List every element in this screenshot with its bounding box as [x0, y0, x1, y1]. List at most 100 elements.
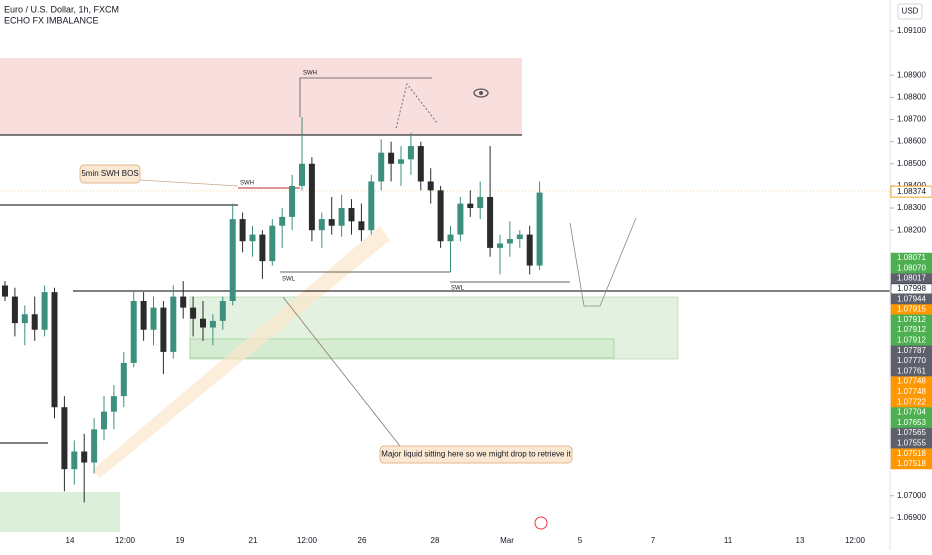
currency: USD [902, 7, 919, 16]
candle-body [2, 285, 8, 297]
price-tag [890, 355, 932, 367]
candle-body [11, 296, 18, 324]
price-tag [890, 448, 932, 459]
candle-body [368, 181, 375, 231]
price-tag [890, 396, 932, 408]
price-tag [890, 345, 932, 356]
candle-body [150, 307, 157, 330]
x-tick-label: 7 [651, 536, 656, 545]
price-tag-label: 1.07748 [897, 387, 926, 396]
candle-body [101, 411, 107, 430]
price-tag [890, 335, 932, 346]
candle-body [190, 307, 197, 319]
x-tick-label: 19 [176, 536, 185, 545]
last-price-tag [890, 185, 932, 198]
candle-body [61, 407, 68, 470]
price-tag [890, 427, 932, 439]
price-tag-label: 1.07761 [897, 366, 926, 375]
candle-body [308, 163, 315, 231]
y-tick-label: 1.08200 [897, 225, 926, 234]
price-tag-label: 1.07518 [897, 459, 926, 468]
trend-band [92, 226, 390, 478]
price-tag-label: 1.08070 [897, 263, 926, 272]
price-tag-label: 1.07704 [897, 408, 926, 417]
x-tick-label: 14 [66, 536, 75, 545]
callout-box [79, 164, 141, 184]
x-tick-label: 12:00 [115, 536, 136, 545]
candle-body [536, 192, 543, 266]
price-tag-label: 1.07555 [897, 439, 926, 448]
candle-body [417, 146, 424, 182]
candle-body [497, 243, 503, 248]
candle-body [219, 300, 226, 321]
price-tag [890, 458, 932, 470]
projection-arrow [569, 217, 637, 307]
price-tag-label: 1.07912 [897, 315, 926, 324]
candle-body [437, 190, 444, 242]
price-tag-label: 1.08017 [897, 274, 926, 283]
callout-box [379, 445, 573, 464]
candle-body [388, 152, 395, 164]
candle-body [259, 234, 266, 262]
swing-label: SWH [303, 71, 317, 77]
y-tick-label: 1.08500 [897, 159, 926, 168]
candle-body [91, 429, 98, 463]
chart-title: Euro / U.S. Dollar, 1h, FXCM [4, 4, 119, 14]
swing-label: SWL [451, 286, 465, 292]
candle-body [378, 152, 385, 182]
candle-body [71, 451, 78, 470]
price-tag [890, 324, 932, 336]
candle-body [160, 307, 167, 352]
swing-label: SWH [240, 181, 254, 187]
chart-subtitle: ECHO FX IMBALANCE [4, 15, 99, 25]
y-tick-label: 1.09100 [897, 26, 926, 35]
price-tag-label: 1.07518 [897, 449, 926, 458]
candle-body [269, 225, 276, 262]
price-tag-label: 1.07912 [897, 336, 926, 345]
candle-body [81, 451, 88, 463]
price-tag [890, 252, 932, 264]
candle-body [200, 318, 206, 328]
candle-body [31, 314, 38, 330]
candle-body [21, 314, 28, 324]
price-tag [890, 283, 932, 295]
price-tag [890, 407, 932, 418]
y-tick-label: 1.08600 [897, 137, 926, 146]
y-tick-label: 1.06900 [897, 513, 926, 522]
swh-line [299, 77, 432, 117]
candle-body [249, 234, 256, 242]
candle-body [41, 292, 48, 330]
candle-body [170, 296, 177, 352]
price-tag-label: 1.07722 [897, 397, 926, 406]
candle-body [398, 159, 404, 164]
y-tick-label: 1.08300 [897, 203, 926, 212]
candle-body [457, 203, 464, 235]
projection-arrow [395, 83, 439, 129]
eye-icon[interactable] [473, 88, 489, 98]
price-tag [890, 366, 932, 377]
price-tag-label: 1.07944 [897, 294, 926, 303]
candle-body [110, 396, 117, 412]
demand-zone-inner [189, 338, 615, 359]
candle-body [120, 362, 127, 397]
candle-body [447, 234, 454, 242]
candle-body [506, 239, 513, 244]
y-tick-label: 1.08800 [897, 92, 926, 101]
x-tick-label: 13 [796, 536, 805, 545]
price-tag [890, 293, 932, 305]
callout-text: Major liquid sitting here so we might dr… [381, 450, 571, 459]
candle-body [239, 219, 246, 242]
event-icon[interactable] [534, 516, 548, 530]
price-tag-label: 1.07653 [897, 418, 926, 427]
y-tick-label: 1.07000 [897, 491, 926, 500]
price-tag [890, 417, 932, 429]
callout-text: 5min SWH BOS [81, 169, 138, 178]
price-tag-label: 1.07565 [897, 428, 926, 437]
x-tick-label: 12:00 [845, 536, 866, 545]
y-tick-label: 1.08400 [897, 181, 926, 190]
candle-body [180, 296, 187, 308]
candle-body [427, 181, 434, 191]
price-tag-label: 1.08071 [897, 253, 926, 262]
currency-button[interactable] [897, 3, 923, 20]
